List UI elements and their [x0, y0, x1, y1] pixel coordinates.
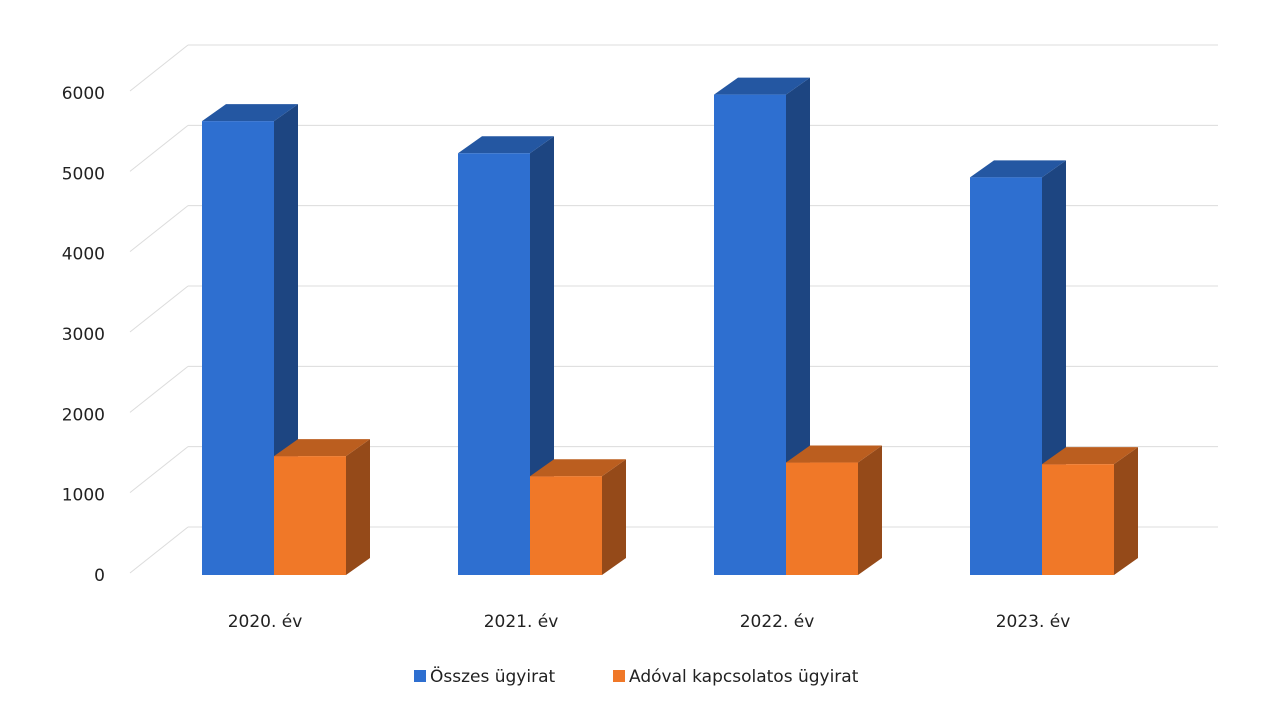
bar-front-face	[530, 476, 602, 575]
gridline-side	[129, 285, 189, 333]
x-category-label: 2023. év	[996, 612, 1071, 632]
bar-top-face	[530, 459, 626, 477]
bar-front-face	[970, 177, 1042, 575]
bar	[202, 104, 298, 575]
x-axis-categories: 2020. év 2021. év 2022. év 2023. év	[228, 612, 1071, 632]
legend-label: Adóval kapcsolatos ügyirat	[629, 667, 859, 687]
gridline-side	[129, 446, 189, 494]
bar-top-face	[714, 77, 810, 95]
y-tick-label: 5000	[62, 164, 105, 184]
legend-label: Összes ügyirat	[430, 665, 555, 687]
bar	[458, 136, 554, 575]
gridline-side	[129, 124, 189, 172]
bar-side-face	[1114, 447, 1138, 575]
gridline-side	[129, 205, 189, 253]
y-tick-label: 0	[94, 566, 105, 586]
bar-top-face	[458, 136, 554, 154]
gridline-side	[129, 526, 189, 574]
bar	[274, 439, 370, 575]
bar-front-face	[202, 121, 274, 575]
y-tick-label: 4000	[62, 245, 105, 265]
bar-top-face	[970, 160, 1066, 178]
y-tick-label: 6000	[62, 84, 105, 104]
bar-top-face	[202, 104, 298, 122]
bar	[786, 445, 882, 575]
x-category-label: 2022. év	[740, 612, 815, 632]
bar-front-face	[714, 94, 786, 576]
bar-front-face	[1042, 464, 1114, 575]
legend-swatch	[414, 670, 426, 682]
gridline-side	[129, 365, 189, 413]
bar-top-face	[786, 445, 882, 463]
bar-top-face	[274, 439, 370, 457]
bar-front-face	[786, 462, 858, 575]
legend: Összes ügyirat Adóval kapcsolatos ügyirat	[414, 665, 859, 687]
bar	[1042, 447, 1138, 575]
bar-side-face	[346, 439, 370, 575]
y-tick-label: 3000	[62, 325, 105, 345]
x-category-label: 2020. év	[228, 612, 303, 632]
bar-side-face	[602, 459, 626, 575]
bars	[202, 77, 1138, 576]
gridline-side	[129, 44, 189, 92]
x-category-label: 2021. év	[484, 612, 559, 632]
legend-swatch	[613, 670, 625, 682]
bar	[530, 459, 626, 575]
y-axis-ticks: 0 1000 2000 3000 4000 5000 6000	[62, 84, 105, 586]
bar-front-face	[274, 456, 346, 575]
y-tick-label: 2000	[62, 405, 105, 425]
bar-top-face	[1042, 447, 1138, 465]
y-tick-label: 1000	[62, 486, 105, 506]
bar-front-face	[458, 153, 530, 575]
bar-side-face	[858, 445, 882, 575]
